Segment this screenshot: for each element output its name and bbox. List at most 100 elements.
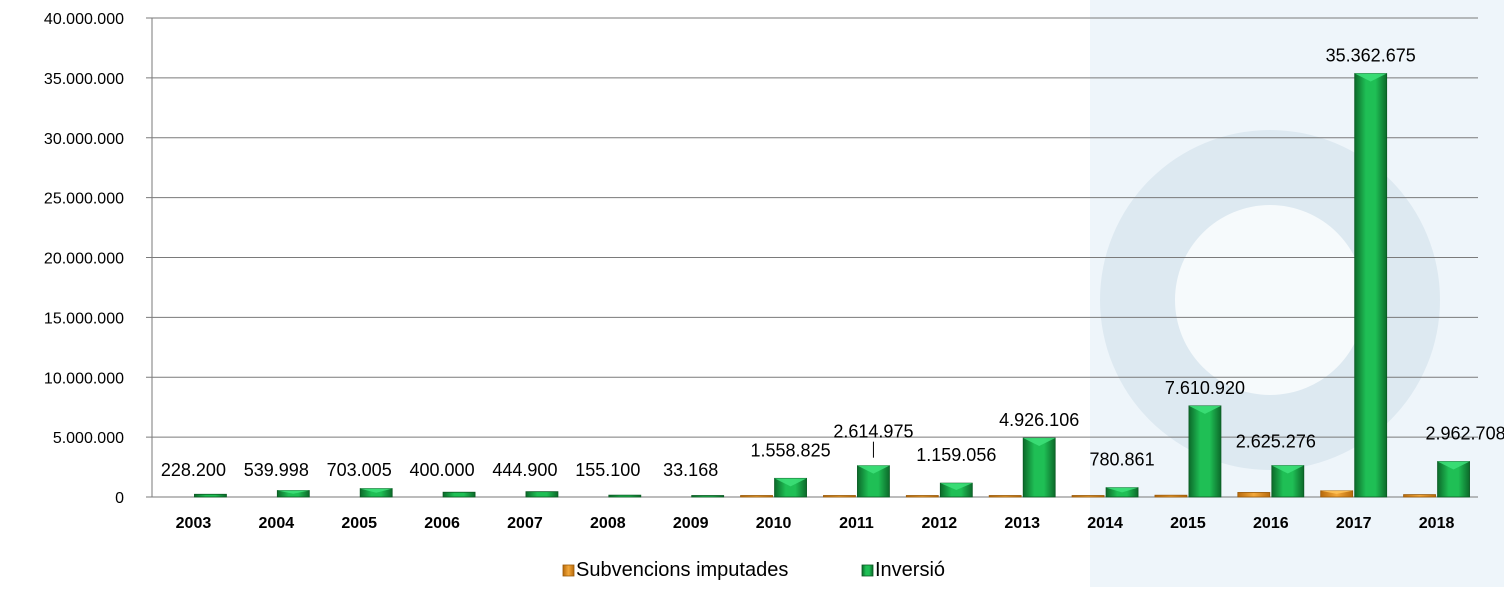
y-tick-label: 15.000.000 <box>44 310 124 327</box>
y-tick-label: 25.000.000 <box>44 191 124 208</box>
legend-swatch-inversio <box>861 564 874 577</box>
bar-body <box>905 495 939 498</box>
x-category-label: 2018 <box>1419 515 1455 532</box>
legend-label-subvencions: Subvencions imputades <box>576 559 788 581</box>
bar-top-facet <box>277 490 310 494</box>
legend-swatch-subvencions <box>562 564 575 577</box>
bar-top-facet <box>1320 490 1353 494</box>
bar-body <box>194 493 227 498</box>
bar-inversio <box>857 465 890 498</box>
x-category-label: 2017 <box>1336 515 1372 532</box>
data-label: 155.100 <box>575 460 640 480</box>
bar-inversio <box>525 491 559 498</box>
bar-body <box>442 491 476 498</box>
data-labels: 228.200 539.998 703.005 400.000 444.900 155.1… <box>161 46 1504 480</box>
bar-body <box>740 495 773 498</box>
bar-subvencions <box>988 495 1022 498</box>
bar-inversio <box>1188 405 1222 498</box>
data-label: 1.159.056 <box>916 445 996 465</box>
bar-subvencions <box>1237 492 1271 498</box>
y-tick-label: 20.000.000 <box>44 251 124 268</box>
data-label: 2.625.276 <box>1236 432 1316 452</box>
bar-body <box>1022 437 1056 498</box>
bar-inversio <box>1022 437 1056 498</box>
axes: 0 5.000.000 10.000.000 15.000.000 20.000.000… <box>44 11 1455 532</box>
bar-body <box>1071 495 1105 498</box>
data-label: 1.558.825 <box>751 440 831 460</box>
data-label: 780.861 <box>1090 450 1155 470</box>
legend-label-inversio: Inversió <box>875 559 945 581</box>
bar-body <box>525 491 559 498</box>
y-tick-label: 0 <box>115 490 124 507</box>
bar-body <box>1354 73 1388 498</box>
bar-body <box>1154 494 1188 498</box>
data-label: 539.998 <box>244 460 309 480</box>
bar-subvencions <box>740 495 773 498</box>
bar-top-facet <box>360 488 393 493</box>
background-watermark <box>1090 0 1504 587</box>
x-category-label: 2009 <box>673 515 709 532</box>
x-category-label: 2010 <box>756 515 792 532</box>
data-label: 35.362.675 <box>1326 46 1416 66</box>
bar-top-facet <box>940 483 973 491</box>
bar-top-facet <box>1106 487 1139 493</box>
bar-subvencions <box>905 495 939 498</box>
x-category-label: 2007 <box>507 515 543 532</box>
bar-top-facet <box>1354 73 1387 82</box>
bar-inversio <box>359 488 393 498</box>
x-category-label: 2015 <box>1170 515 1206 532</box>
bar-inversio <box>774 477 807 498</box>
bar-body <box>608 494 642 498</box>
bars <box>194 73 1470 498</box>
x-category-label: 2008 <box>590 515 626 532</box>
x-category-label: 2013 <box>1004 515 1040 532</box>
bar-subvencions <box>1403 494 1436 498</box>
bar-top-facet <box>1437 461 1470 470</box>
bar-top-facet <box>1188 405 1221 414</box>
bar-subvencions <box>1154 494 1188 498</box>
y-tick-label: 10.000.000 <box>44 370 124 387</box>
data-label: 2.614.975 <box>833 422 913 442</box>
bar-top-facet <box>1023 438 1056 447</box>
x-category-label: 2003 <box>176 515 212 532</box>
bar-inversio <box>194 493 227 498</box>
data-label: 444.900 <box>492 460 557 480</box>
data-label: 4.926.106 <box>999 410 1079 430</box>
bar-inversio <box>1354 73 1388 498</box>
x-category-label: 2014 <box>1087 515 1123 532</box>
bar-inversio <box>276 490 310 498</box>
bar-inversio <box>939 482 973 498</box>
data-label: 703.005 <box>327 460 392 480</box>
bar-body <box>1188 405 1222 498</box>
bar-inversio <box>608 494 642 498</box>
data-label: 7.610.920 <box>1165 378 1245 398</box>
bar-inversio <box>442 491 476 498</box>
bar-subvencions <box>823 495 856 498</box>
bar-top-facet <box>1271 465 1304 474</box>
x-category-label: 2011 <box>839 515 874 532</box>
bar-body <box>988 495 1022 498</box>
y-tick-label: 30.000.000 <box>44 131 124 148</box>
bar-body <box>823 495 856 498</box>
bar-subvencions <box>1071 495 1105 498</box>
bar-body <box>1237 492 1271 498</box>
data-label: 228.200 <box>161 460 226 480</box>
bar-inversio <box>691 495 725 498</box>
bar-inversio <box>1105 487 1139 498</box>
bar-inversio <box>1437 461 1470 498</box>
x-category-label: 2016 <box>1253 515 1289 532</box>
data-label: 2.962.708 <box>1426 424 1504 444</box>
bar-subvencions <box>1320 490 1354 498</box>
bar-top-facet <box>774 478 807 487</box>
x-category-label: 2005 <box>341 515 377 532</box>
x-category-label: 2012 <box>922 515 958 532</box>
bar-body <box>691 495 725 498</box>
legend: Subvencions imputades Inversió <box>562 559 945 581</box>
data-label: 33.168 <box>663 460 718 480</box>
x-category-label: 2004 <box>259 515 295 532</box>
y-tick-label: 35.000.000 <box>44 71 124 88</box>
y-tick-label: 40.000.000 <box>44 11 124 28</box>
x-category-label: 2006 <box>424 515 460 532</box>
